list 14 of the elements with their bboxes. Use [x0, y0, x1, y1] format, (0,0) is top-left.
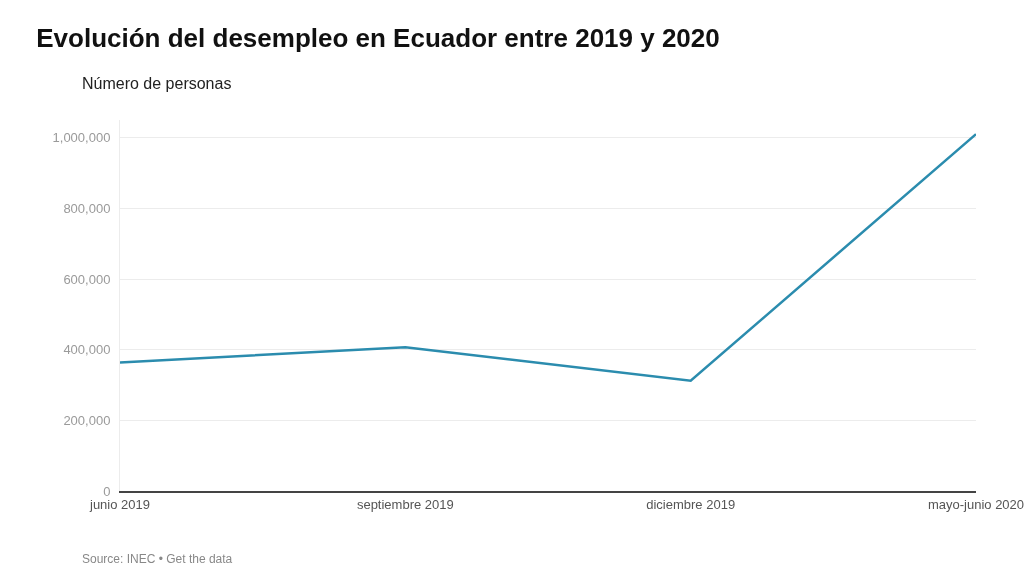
x-tick-label: mayo-junio 2020: [927, 496, 1025, 512]
y-tick-label: 600,000: [63, 271, 111, 287]
y-tick-label: 200,000: [63, 412, 111, 428]
y-tick-label: 800,000: [63, 200, 111, 216]
line-series: [120, 132, 976, 383]
y-tick-label: 0: [103, 483, 111, 499]
x-tick-label: septiembre 2019: [356, 496, 454, 512]
y-tick-label: 400,000: [63, 342, 111, 358]
y-tick-label: 1,000,000: [52, 130, 111, 146]
chart-subtitle: Número de personas: [82, 75, 232, 92]
x-tick-label: junio 2019: [89, 496, 150, 512]
source-note: Source: INEC • Get the data: [82, 552, 233, 566]
chart-title: Evolución del desempleo en Ecuador entre 2019 y 2020: [36, 23, 720, 54]
x-tick-label: diciembre 2019: [646, 496, 736, 512]
